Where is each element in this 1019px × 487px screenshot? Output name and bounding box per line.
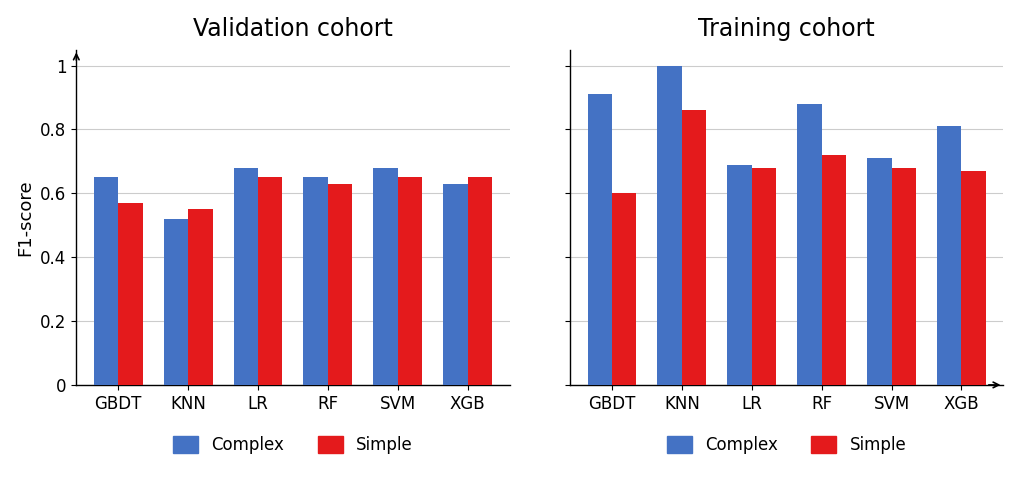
Legend: Complex, Simple: Complex, Simple: [659, 429, 912, 460]
Bar: [468, 177, 491, 385]
Bar: [936, 126, 961, 385]
Bar: [443, 184, 468, 385]
Bar: [961, 171, 985, 385]
Bar: [397, 177, 422, 385]
Bar: [94, 177, 118, 385]
Bar: [163, 219, 187, 385]
Bar: [657, 66, 681, 385]
Bar: [258, 177, 282, 385]
Bar: [866, 158, 891, 385]
Bar: [373, 168, 397, 385]
Bar: [304, 177, 327, 385]
Bar: [727, 165, 751, 385]
Bar: [751, 168, 775, 385]
Bar: [187, 209, 212, 385]
Bar: [327, 184, 352, 385]
Bar: [797, 104, 821, 385]
Bar: [681, 110, 705, 385]
Title: Training cohort: Training cohort: [698, 17, 874, 41]
Title: Validation cohort: Validation cohort: [193, 17, 392, 41]
Legend: Complex, Simple: Complex, Simple: [166, 429, 419, 460]
Bar: [821, 155, 845, 385]
Y-axis label: F1-score: F1-score: [16, 179, 35, 256]
Bar: [587, 94, 611, 385]
Bar: [611, 193, 636, 385]
Bar: [233, 168, 258, 385]
Bar: [118, 203, 143, 385]
Bar: [891, 168, 915, 385]
